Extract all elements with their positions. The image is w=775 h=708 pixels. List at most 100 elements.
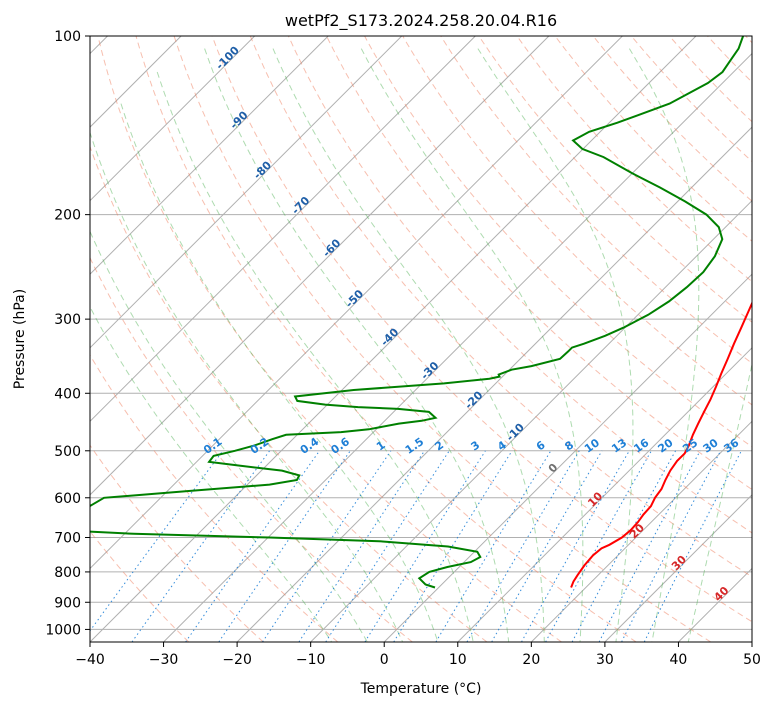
- mixing-ratio-line: [325, 450, 450, 642]
- x-tick-label: 40: [670, 652, 688, 668]
- mixing-ratio-label: 30: [701, 436, 721, 456]
- dry-adiabat-line: [478, 36, 752, 323]
- y-tick-label: 900: [54, 595, 81, 611]
- moist-adiabat-line: [120, 103, 439, 642]
- mixing-ratio-line: [364, 450, 486, 642]
- y-tick-label: 800: [54, 565, 81, 581]
- isotherm-label: -90: [227, 108, 250, 131]
- dry-adiabat-line: [745, 36, 752, 44]
- mixing-ratio-line: [298, 450, 425, 642]
- dry-adiabat-line: [90, 354, 339, 642]
- mixing-ratio-line: [218, 450, 351, 642]
- isotherm-label: -100: [213, 44, 242, 73]
- mixing-ratio-line: [643, 450, 742, 642]
- dry-adiabat-line: [90, 444, 264, 642]
- isotherm-line: [678, 567, 752, 642]
- isotherm-line: [604, 494, 752, 642]
- moist-adiabat-line: [204, 48, 510, 642]
- isotherm-label: -10: [504, 420, 527, 443]
- x-tick-label: 10: [449, 652, 467, 668]
- x-tick-label: −10: [296, 652, 326, 668]
- dry-adiabat-line: [592, 36, 752, 202]
- plot-frame: [89, 35, 753, 643]
- mixing-ratio-label: 0.2: [248, 435, 271, 457]
- y-axis-label: Pressure (hPa): [12, 289, 28, 389]
- series-layer: [90, 36, 752, 589]
- moist-adiabat-line: [477, 48, 634, 642]
- moist-adiabat-line: [90, 230, 368, 642]
- y-tick-label: 1000: [45, 622, 81, 638]
- dry-adiabat-line: [402, 36, 752, 406]
- isotherm-line: [90, 36, 623, 570]
- temperature-profile-line: [570, 300, 752, 588]
- dry-adiabat-line: [90, 145, 488, 642]
- mixing-ratio-line: [435, 450, 552, 642]
- dry-adiabat-line: [135, 36, 637, 642]
- mixing-ratio-line: [571, 450, 677, 642]
- dry-adiabat-line: [669, 36, 752, 123]
- dry-adiabat-line: [90, 256, 413, 642]
- y-tick-label: 600: [54, 491, 81, 507]
- isotherm-line: [383, 273, 752, 642]
- x-tick-label: 20: [522, 652, 540, 668]
- isotherm-line: [90, 36, 550, 496]
- dry-adiabat-line: [97, 36, 562, 642]
- y-tick-label: 200: [54, 208, 81, 224]
- isotherm-label: -70: [289, 194, 312, 217]
- x-tick-label: −40: [75, 652, 105, 668]
- dry-adiabat-line: [440, 36, 752, 364]
- isotherm-line: [90, 36, 403, 349]
- isotherm-label: -30: [418, 359, 441, 382]
- isotherm-line: [163, 52, 752, 642]
- moist-adiabat-line: [90, 131, 404, 642]
- mixing-ratio-line: [185, 450, 320, 642]
- dry-adiabat-line: [326, 36, 752, 491]
- dry-adiabat-line: [287, 36, 752, 534]
- background-lines: [90, 36, 752, 642]
- isotherm-line: [751, 641, 752, 642]
- isotherm-label: -50: [343, 287, 366, 310]
- mixing-ratio-line: [466, 450, 580, 642]
- isotherm-label: -40: [378, 325, 401, 348]
- isotherm-label: -20: [462, 388, 485, 411]
- dry-adiabat-line: [554, 36, 752, 242]
- dry-adiabat-line: [249, 36, 752, 578]
- dry-adiabat-line: [90, 530, 190, 642]
- mixing-ratio-line: [393, 450, 513, 642]
- moist-adiabat-line: [156, 71, 474, 642]
- moist-adiabat-line: [687, 361, 752, 642]
- isotherm-label: 20: [627, 521, 647, 541]
- dry-adiabat-line: [630, 36, 752, 163]
- dry-adiabat-line: [211, 36, 752, 623]
- mixing-ratio-label: 25: [680, 436, 700, 455]
- dry-adiabat-line: [707, 36, 752, 83]
- x-tick-label: −20: [222, 652, 252, 668]
- moist-adiabat-line: [360, 48, 584, 642]
- mixing-ratio-label: 10: [582, 436, 602, 456]
- x-axis-label: Temperature (°C): [360, 681, 482, 697]
- y-tick-label: 700: [54, 531, 81, 547]
- isotherm-line: [457, 347, 752, 642]
- isotherm-line: [90, 36, 329, 275]
- isotherm-line: [90, 36, 476, 423]
- mixing-ratio-label: 0.6: [329, 435, 353, 457]
- mixing-ratio-label: 13: [609, 436, 629, 455]
- x-tick-label: −30: [149, 652, 179, 668]
- moist-adiabat-line: [272, 48, 545, 642]
- mixing-ratio-label: 16: [631, 436, 651, 456]
- isotherm-line: [90, 36, 256, 202]
- y-tick-label: 400: [54, 386, 81, 402]
- mixing-ratio-line: [262, 450, 392, 642]
- mixing-ratio-line: [598, 450, 701, 642]
- mixing-ratio-label: 20: [656, 436, 676, 456]
- mixing-ratio-label: 36: [721, 436, 741, 456]
- moist-adiabat-line: [90, 305, 333, 642]
- dry-adiabat-line: [364, 36, 752, 448]
- moist-adiabat-line: [628, 48, 700, 642]
- isotherm-line: [236, 126, 752, 642]
- x-tick-label: 0: [380, 652, 389, 668]
- axis-ticks: −40 −30 −20 −10 0 10 20 30 40 50 100 200 300 400 500 60…: [45, 29, 761, 668]
- isotherm-label: 10: [585, 489, 605, 509]
- x-tick-label: 30: [596, 652, 614, 668]
